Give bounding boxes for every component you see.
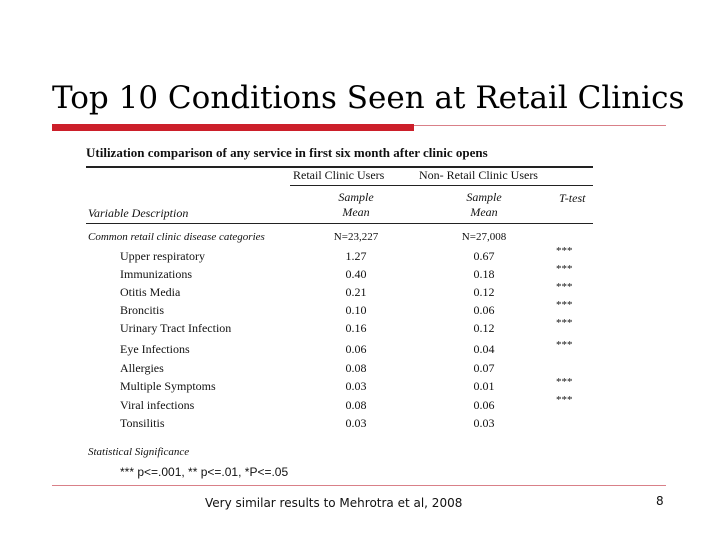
stat-sig-label: Statistical Significance [88,446,190,458]
row-name: Multiple Symptoms [120,379,216,393]
utilization-table: Utilization comparison of any service in… [86,145,596,479]
row-significance: *** [556,245,573,257]
row-value-retail: 0.16 [345,321,367,335]
row-name: Tonsilitis [120,416,165,430]
row-value-retail: 0.06 [345,342,367,356]
row-name: Eye Infections [120,342,190,356]
page-number: 8 [656,494,664,508]
row-name: Broncitis [120,303,164,317]
row-name: Immunizations [120,267,192,281]
row-value-non-retail: 0.18 [473,267,495,281]
row-value-non-retail: 0.03 [473,416,495,430]
row-significance: *** [556,281,573,293]
row-value-non-retail: 0.12 [473,321,495,335]
row-name: Otitis Media [120,285,181,299]
row-value-non-retail: 0.07 [473,361,495,375]
row-significance: *** [556,317,573,329]
header-bottom-rule [86,223,593,224]
n-non-retail: N=27,008 [461,231,507,243]
group-header-rule [290,185,593,186]
row-value-retail: 0.08 [345,361,367,375]
row-name: Viral infections [120,398,195,412]
row-name: Upper respiratory [120,249,205,263]
row-name: Allergies [120,361,164,375]
table-top-rule [86,166,593,168]
row-value-non-retail: 0.67 [473,249,495,263]
row-value-non-retail: 0.04 [473,342,495,356]
row-value-non-retail: 0.01 [473,379,495,393]
row-value-retail: 0.03 [345,379,367,393]
row-value-retail: 0.21 [345,285,367,299]
row-significance: *** [556,394,573,406]
table-title: Utilization comparison of any service in… [86,145,488,160]
group-header-non-retail: Non- Retail Clinic Users [419,168,538,182]
row-value-retail: 0.03 [345,416,367,430]
row-value-non-retail: 0.12 [473,285,495,299]
title-rule [414,125,666,126]
section-label: Common retail clinic disease categories [88,231,265,243]
row-value-retail: 1.27 [345,249,367,263]
row-significance: *** [556,339,573,351]
row-name: Urinary Tract Infection [120,321,232,335]
col-header-sample-mean-retail: Sample Mean [338,190,374,219]
footer-note: Very similar results to Mehrotra et al, … [205,496,463,510]
row-value-retail: 0.40 [345,267,367,281]
row-value-non-retail: 0.06 [473,398,495,412]
row-significance: *** [556,299,573,311]
row-value-non-retail: 0.06 [473,303,495,317]
group-header-retail: Retail Clinic Users [293,168,385,182]
col-header-sample-mean-non-retail: Sample Mean [466,190,502,219]
footer-rule [52,485,666,486]
row-value-retail: 0.10 [345,303,367,317]
title-accent-bar [52,124,414,131]
row-significance: *** [556,376,573,388]
row-significance: *** [556,263,573,275]
slide-title: Top 10 Conditions Seen at Retail Clinics [52,80,685,116]
col-header-variable: Variable Description [88,206,189,220]
col-header-ttest: T-test [559,191,586,205]
row-value-retail: 0.08 [345,398,367,412]
n-retail: N=23,227 [333,231,379,243]
stat-sig-legend: *** p<=.001, ** p<=.01, *P<=.05 [120,465,289,479]
